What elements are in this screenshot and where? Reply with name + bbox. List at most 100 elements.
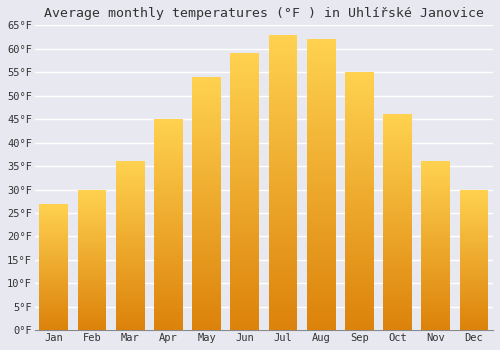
- Bar: [192, 210, 221, 213]
- Bar: [383, 290, 412, 293]
- Bar: [192, 121, 221, 124]
- Bar: [460, 304, 488, 306]
- Bar: [154, 172, 182, 175]
- Bar: [192, 289, 221, 292]
- Bar: [116, 294, 144, 296]
- Bar: [78, 297, 106, 299]
- Bar: [78, 306, 106, 307]
- Bar: [78, 202, 106, 204]
- Bar: [345, 137, 374, 140]
- Bar: [154, 182, 182, 185]
- Bar: [383, 233, 412, 236]
- Bar: [383, 139, 412, 141]
- Bar: [192, 115, 221, 118]
- Bar: [345, 292, 374, 295]
- Bar: [345, 233, 374, 237]
- Bar: [192, 201, 221, 204]
- Bar: [383, 141, 412, 144]
- Bar: [40, 317, 68, 319]
- Bar: [154, 283, 182, 285]
- Bar: [116, 269, 144, 271]
- Bar: [307, 308, 336, 312]
- Bar: [383, 128, 412, 131]
- Bar: [383, 317, 412, 320]
- Bar: [154, 230, 182, 233]
- Bar: [40, 300, 68, 302]
- Bar: [40, 232, 68, 234]
- Bar: [422, 324, 450, 326]
- Bar: [460, 193, 488, 195]
- Bar: [40, 303, 68, 305]
- Bar: [230, 150, 259, 154]
- Bar: [230, 185, 259, 188]
- Bar: [345, 95, 374, 98]
- Bar: [154, 188, 182, 190]
- Bar: [383, 249, 412, 252]
- Bar: [40, 311, 68, 313]
- Bar: [383, 328, 412, 330]
- Bar: [230, 54, 259, 57]
- Bar: [345, 256, 374, 259]
- Bar: [422, 244, 450, 246]
- Bar: [154, 196, 182, 198]
- Bar: [154, 122, 182, 124]
- Bar: [116, 265, 144, 267]
- Bar: [460, 230, 488, 232]
- Bar: [230, 261, 259, 265]
- Bar: [116, 163, 144, 166]
- Bar: [40, 261, 68, 262]
- Bar: [40, 254, 68, 256]
- Bar: [154, 209, 182, 211]
- Bar: [116, 214, 144, 216]
- Bar: [78, 299, 106, 300]
- Bar: [78, 239, 106, 240]
- Bar: [383, 287, 412, 290]
- Bar: [307, 323, 336, 327]
- Bar: [422, 317, 450, 320]
- Bar: [116, 326, 144, 328]
- Bar: [307, 72, 336, 76]
- Bar: [345, 101, 374, 104]
- Bar: [383, 182, 412, 184]
- Bar: [192, 134, 221, 137]
- Bar: [460, 313, 488, 314]
- Bar: [154, 153, 182, 156]
- Bar: [116, 166, 144, 168]
- Bar: [422, 273, 450, 275]
- Bar: [40, 264, 68, 265]
- Bar: [230, 67, 259, 71]
- Bar: [230, 282, 259, 285]
- Bar: [345, 217, 374, 220]
- Bar: [154, 180, 182, 182]
- Bar: [422, 227, 450, 229]
- Bar: [307, 39, 336, 43]
- Bar: [268, 241, 298, 245]
- Bar: [154, 280, 182, 283]
- Bar: [307, 138, 336, 141]
- Bar: [383, 255, 412, 258]
- Bar: [383, 209, 412, 211]
- Bar: [116, 320, 144, 322]
- Bar: [460, 276, 488, 278]
- Bar: [345, 279, 374, 282]
- Bar: [460, 318, 488, 320]
- Bar: [192, 197, 221, 201]
- Bar: [383, 166, 412, 168]
- Bar: [307, 221, 336, 225]
- Bar: [268, 83, 298, 86]
- Bar: [460, 274, 488, 276]
- Bar: [268, 227, 298, 231]
- Bar: [307, 283, 336, 287]
- Bar: [307, 196, 336, 199]
- Bar: [78, 230, 106, 232]
- Bar: [268, 234, 298, 238]
- Bar: [460, 212, 488, 214]
- Bar: [268, 279, 298, 282]
- Bar: [422, 328, 450, 330]
- Bar: [383, 114, 412, 117]
- Bar: [307, 156, 336, 159]
- Bar: [230, 144, 259, 147]
- Bar: [116, 174, 144, 176]
- Bar: [307, 177, 336, 181]
- Bar: [78, 274, 106, 276]
